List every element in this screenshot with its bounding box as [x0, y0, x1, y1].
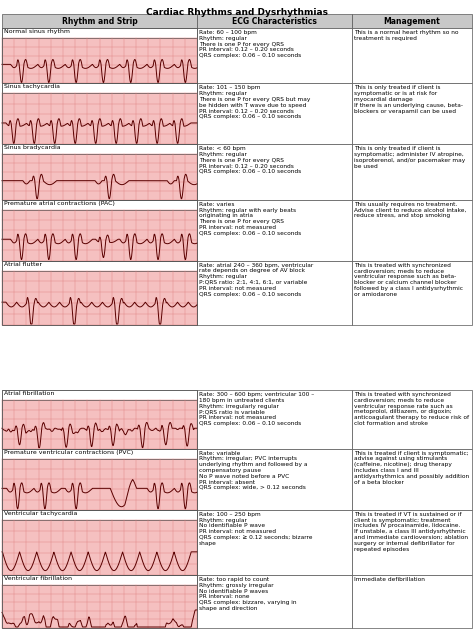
Text: This is treated if VT is sustained or if
client is symptomatic; treatment
includ: This is treated if VT is sustained or if…	[354, 512, 468, 551]
Bar	[2, 449, 197, 459]
Bar	[197, 510, 352, 575]
Text: Rate: < 60 bpm
Rhythm: regular
There is one P for every QRS
PR interval: 0.12 – : Rate: < 60 bpm Rhythm: regular There is …	[199, 146, 301, 175]
Bar	[2, 449, 197, 510]
Bar	[2, 83, 197, 144]
Bar	[2, 400, 197, 449]
Bar	[2, 209, 197, 261]
Bar	[2, 38, 197, 83]
Bar	[2, 200, 197, 261]
Bar	[2, 261, 197, 271]
Text: Rhythm and Strip: Rhythm and Strip	[62, 16, 137, 25]
Bar	[352, 83, 472, 144]
Bar	[197, 28, 352, 83]
Bar	[2, 585, 197, 628]
Bar	[197, 390, 352, 449]
Bar	[2, 155, 197, 200]
Bar	[2, 144, 197, 155]
Bar	[2, 83, 197, 93]
Bar	[352, 144, 472, 200]
Bar	[197, 83, 352, 144]
Bar	[2, 510, 197, 520]
Bar	[2, 459, 197, 510]
Text: Premature ventricular contractions (PVC): Premature ventricular contractions (PVC)	[4, 450, 133, 455]
Text: This is a normal heart rhythm so no
treatment is required: This is a normal heart rhythm so no trea…	[354, 30, 459, 41]
Text: Rate: variable
Rhythm: irregular; PVC interrupts
underlying rhythm and followed : Rate: variable Rhythm: irregular; PVC in…	[199, 451, 308, 490]
Bar	[352, 510, 472, 575]
Text: Cardiac Rhythms and Dysrhythmias: Cardiac Rhythms and Dysrhythmias	[146, 8, 328, 17]
Bar	[352, 14, 472, 28]
Text: Ventricular fibrillation: Ventricular fibrillation	[4, 576, 72, 581]
Bar	[197, 14, 352, 28]
Text: Rate: atrial 240 – 360 bpm, ventricular
rate depends on degree of AV block
Rhyth: Rate: atrial 240 – 360 bpm, ventricular …	[199, 262, 313, 297]
Text: Sinus tachycardia: Sinus tachycardia	[4, 85, 60, 90]
Bar	[197, 575, 352, 628]
Text: Rate: too rapid to count
Rhythm: grossly irregular
No identifiable P waves
PR in: Rate: too rapid to count Rhythm: grossly…	[199, 577, 297, 611]
Bar	[2, 144, 197, 200]
Text: Atrial flutter: Atrial flutter	[4, 262, 42, 266]
Bar	[2, 200, 197, 209]
Text: Atrial fibrillation: Atrial fibrillation	[4, 391, 55, 396]
Bar	[2, 390, 197, 449]
Text: This usually requires no treatment.
Advise client to reduce alcohol intake,
redu: This usually requires no treatment. Advi…	[354, 202, 466, 218]
Bar	[197, 200, 352, 261]
Text: Rate: 101 – 150 bpm
Rhythm: regular
There is one P for every QRS but may
be hidd: Rate: 101 – 150 bpm Rhythm: regular Ther…	[199, 85, 310, 119]
Bar	[352, 449, 472, 510]
Bar	[2, 28, 197, 38]
Text: This is treated with synchronized
cardioversion; meds to reduce
ventricular resp: This is treated with synchronized cardio…	[354, 392, 469, 426]
Text: ECG Characteristics: ECG Characteristics	[232, 16, 317, 25]
Bar	[2, 28, 197, 83]
Bar	[2, 14, 197, 28]
Text: Rate: 300 – 600 bpm; ventricular 100 –
180 bpm in untreated clients
Rhythm: irre: Rate: 300 – 600 bpm; ventricular 100 – 1…	[199, 392, 314, 426]
Bar	[2, 390, 197, 400]
Text: Management: Management	[383, 16, 440, 25]
Text: Rate: 100 – 250 bpm
Rhythm: regular
No identifiable P wave
PR interval: not meas: Rate: 100 – 250 bpm Rhythm: regular No i…	[199, 512, 312, 546]
Text: Sinus bradycardia: Sinus bradycardia	[4, 145, 61, 150]
Text: This is treated with synchronized
cardioversion; meds to reduce
ventricular resp: This is treated with synchronized cardio…	[354, 262, 463, 297]
Text: Normal sinus rhythm: Normal sinus rhythm	[4, 29, 70, 34]
Bar	[2, 261, 197, 325]
Bar	[2, 271, 197, 325]
Bar	[2, 575, 197, 628]
Bar	[197, 144, 352, 200]
Bar	[352, 200, 472, 261]
Text: This is only treated if client is
symptomatic or is at risk for
myocardial damag: This is only treated if client is sympto…	[354, 85, 463, 114]
Bar	[352, 261, 472, 325]
Bar	[352, 28, 472, 83]
Bar	[197, 449, 352, 510]
Bar	[197, 261, 352, 325]
Text: Premature atrial contractions (PAC): Premature atrial contractions (PAC)	[4, 201, 115, 206]
Text: Rate: 60 – 100 bpm
Rhythm: regular
There is one P for every QRS
PR interval: 0.1: Rate: 60 – 100 bpm Rhythm: regular There…	[199, 30, 301, 58]
Text: Rate: varies
Rhythm: regular with early beats
originating in atria
There is one : Rate: varies Rhythm: regular with early …	[199, 202, 301, 236]
Text: This is treated if client is symptomatic;
advise against using stimulants
(caffe: This is treated if client is symptomatic…	[354, 451, 469, 485]
Text: Ventricular tachycardia: Ventricular tachycardia	[4, 511, 77, 516]
Text: This is only treated if client is
symptomatic; administer IV atropine,
isoproter: This is only treated if client is sympto…	[354, 146, 465, 168]
Bar	[2, 575, 197, 585]
Bar	[352, 390, 472, 449]
Bar	[2, 520, 197, 575]
Bar	[2, 510, 197, 575]
Bar	[352, 575, 472, 628]
Text: Immediate defibrillation: Immediate defibrillation	[354, 577, 425, 582]
Bar	[2, 93, 197, 144]
